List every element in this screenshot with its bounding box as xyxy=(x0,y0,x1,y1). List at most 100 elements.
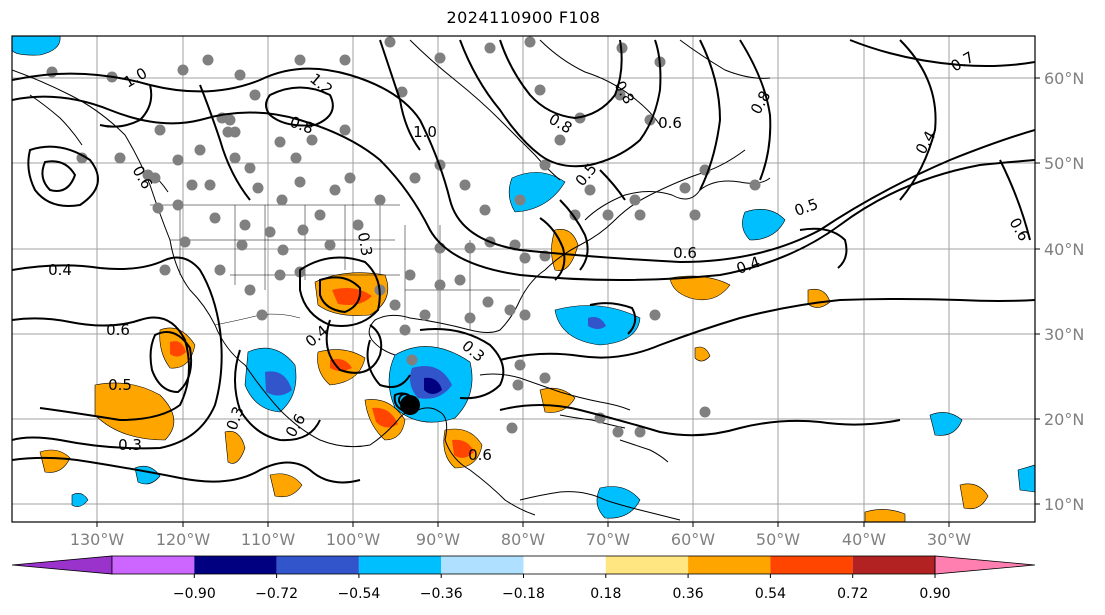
station-dot xyxy=(229,126,241,138)
longitude-label: 60°W xyxy=(671,530,715,549)
station-dot xyxy=(554,134,566,146)
contour-label: 0.6 xyxy=(468,446,492,464)
station-dot xyxy=(204,179,216,191)
contour-label: 0.6 xyxy=(658,114,682,132)
colorbar-bin xyxy=(523,556,606,574)
station-dot xyxy=(459,179,471,191)
contour-label: 1.0 xyxy=(413,123,437,141)
colorbar-bin xyxy=(688,556,771,574)
station-dot xyxy=(202,54,214,66)
station-dot xyxy=(399,324,411,336)
station-dot xyxy=(504,304,516,316)
station-dot xyxy=(374,194,386,206)
station-dot xyxy=(339,124,351,136)
station-dot xyxy=(177,64,189,76)
station-dot xyxy=(464,312,476,324)
latitude-label: 20°N xyxy=(1044,410,1084,429)
station-dot xyxy=(512,379,524,391)
latitude-label: 30°N xyxy=(1044,325,1084,344)
station-dot xyxy=(699,406,711,418)
station-dot xyxy=(749,179,761,191)
station-dot xyxy=(277,244,289,256)
station-dot xyxy=(324,239,336,251)
latitude-label: 40°N xyxy=(1044,240,1084,259)
station-dot xyxy=(239,219,251,231)
station-dot xyxy=(172,154,184,166)
longitude-ticks: 130°W 120°W 110°W 100°W 90°W 80°W 70°W 60°W 50°W… xyxy=(70,522,971,549)
station-dot xyxy=(569,209,581,221)
station-dot xyxy=(514,194,526,206)
station-dot xyxy=(506,422,518,434)
contour-label: 0.6 xyxy=(106,321,130,339)
colorbar-bin xyxy=(770,556,853,574)
station-dot xyxy=(479,204,491,216)
station-dot xyxy=(229,152,241,164)
station-dot xyxy=(514,359,526,371)
station-dot xyxy=(434,279,446,291)
colorbar-bin xyxy=(852,556,935,574)
station-dot xyxy=(276,194,288,206)
station-dot xyxy=(294,54,306,66)
colorbar-extend-low xyxy=(11,555,113,575)
station-dot xyxy=(329,184,341,196)
colorbar-bin xyxy=(112,556,195,574)
longitude-label: 70°W xyxy=(586,530,630,549)
contour-label: 0.4 xyxy=(48,261,72,279)
contour-label: 0.5 xyxy=(108,376,132,394)
map-title: 2024110900 F108 xyxy=(446,8,601,27)
station-markers xyxy=(46,36,761,438)
station-dot xyxy=(519,309,531,321)
colorbar-tick-label: 0.18 xyxy=(590,586,621,602)
longitude-label: 50°W xyxy=(756,530,800,549)
contour-label: 0.6 xyxy=(673,244,697,262)
station-dot xyxy=(482,296,494,308)
station-dot xyxy=(389,299,401,311)
station-dot xyxy=(602,209,614,221)
contour-label: 0.3 xyxy=(118,436,142,454)
colorbar-bin xyxy=(605,556,689,574)
station-dot xyxy=(629,194,641,206)
colorbar-tick-label: 0.36 xyxy=(673,586,704,602)
colorbar-bin xyxy=(276,556,359,574)
latitude-label: 60°N xyxy=(1044,69,1084,88)
station-dot xyxy=(614,89,626,101)
station-dot xyxy=(634,426,646,438)
station-dot xyxy=(539,372,551,384)
station-dot xyxy=(634,209,646,221)
station-dot xyxy=(46,66,58,78)
station-dot xyxy=(186,179,198,191)
station-dot xyxy=(679,182,691,194)
station-dot xyxy=(534,84,546,96)
station-dot xyxy=(209,212,221,224)
longitude-label: 80°W xyxy=(501,530,545,549)
longitude-label: 110°W xyxy=(241,530,296,549)
longitude-label: 100°W xyxy=(326,530,381,549)
station-dot xyxy=(256,309,268,321)
station-dot xyxy=(339,54,351,66)
station-dot xyxy=(274,269,286,281)
longitude-label: 120°W xyxy=(156,530,211,549)
colorbar-bin xyxy=(194,556,277,574)
station-dot xyxy=(179,236,191,248)
station-dot xyxy=(464,242,476,254)
colorbar-tick-label: −0.54 xyxy=(337,586,380,602)
colorbar-bin xyxy=(358,556,442,574)
station-dot xyxy=(314,209,326,221)
station-dot xyxy=(249,89,261,101)
station-dot xyxy=(539,159,551,171)
station-dot xyxy=(274,136,286,148)
station-dot xyxy=(306,134,318,146)
station-dot xyxy=(76,152,88,164)
longitude-label: 30°W xyxy=(927,530,971,549)
station-dot xyxy=(584,184,596,196)
station-dot xyxy=(294,176,306,188)
longitude-label: 130°W xyxy=(70,530,125,549)
station-dot xyxy=(352,219,364,231)
station-dot xyxy=(409,172,421,184)
colorbar-tick-label: 0.54 xyxy=(755,586,786,602)
station-dot xyxy=(406,354,418,366)
station-dot xyxy=(244,284,256,296)
station-dot xyxy=(454,274,466,286)
station-dot xyxy=(234,69,246,81)
